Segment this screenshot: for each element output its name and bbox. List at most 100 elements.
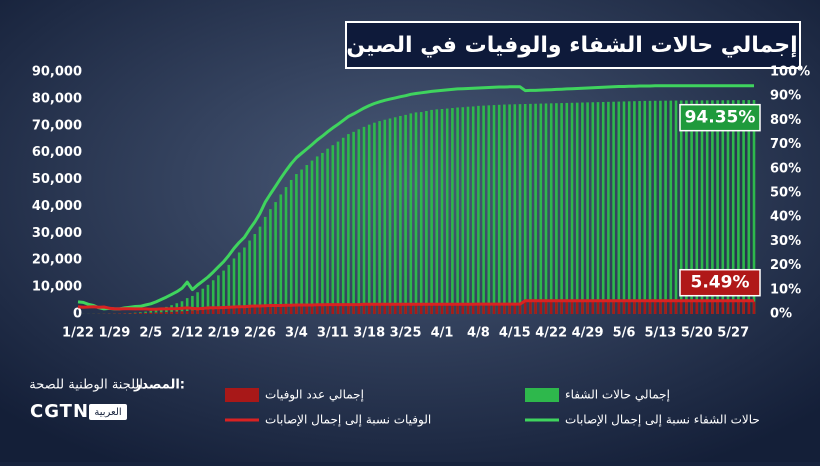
bar [638, 101, 641, 314]
bar [212, 309, 215, 314]
bar [425, 111, 428, 314]
logo: CGTN [30, 401, 89, 422]
bar [384, 305, 387, 314]
chart-title: إجمالي حالات الشفاء والوفيات في الصين [346, 33, 797, 58]
bar [592, 102, 595, 314]
bar [472, 106, 475, 314]
y2-tick-label: 60% [770, 161, 801, 176]
x-tick-label: 5/6 [613, 326, 636, 341]
y2-tick-label: 90% [770, 89, 801, 104]
bar [300, 170, 303, 314]
bar [618, 102, 621, 314]
x-tick-label: 3/25 [390, 326, 422, 341]
bar [462, 107, 465, 314]
y-tick-label: 70,000 [32, 118, 82, 133]
bar [514, 305, 517, 314]
bar [644, 101, 647, 314]
bar [633, 302, 636, 314]
y2-tick-label: 0% [770, 307, 792, 322]
bar [436, 305, 439, 314]
bar [311, 306, 314, 314]
bar [498, 105, 501, 314]
bar [706, 302, 709, 314]
bar [638, 302, 641, 314]
bar [612, 102, 615, 314]
bar [337, 305, 340, 314]
bar [196, 310, 199, 314]
bar [363, 305, 366, 314]
bar [144, 313, 147, 314]
bar [482, 106, 485, 314]
bar [155, 312, 158, 314]
bar [389, 119, 392, 314]
bar [337, 142, 340, 314]
bar [659, 101, 662, 314]
bar [540, 104, 543, 314]
bar [514, 104, 517, 314]
bar [560, 103, 563, 314]
legend-label: الوفيات نسبة إلى إجمال الإصابات [265, 413, 431, 428]
bar [259, 227, 262, 314]
bar [467, 305, 470, 314]
y2-tick-label: 50% [770, 186, 801, 201]
bar [618, 302, 621, 314]
bar [597, 102, 600, 314]
bar [129, 313, 132, 314]
bar [269, 209, 272, 314]
bar [290, 180, 293, 314]
bar [664, 302, 667, 314]
bar [342, 138, 345, 314]
bar [254, 307, 257, 314]
bar [602, 302, 605, 314]
bar [420, 112, 423, 314]
bar [176, 312, 179, 314]
bar [462, 305, 465, 314]
y2-tick-label: 20% [770, 258, 801, 273]
bar [654, 101, 657, 314]
bar [727, 302, 730, 314]
bar [430, 110, 433, 314]
bar [581, 302, 584, 314]
bar [586, 302, 589, 314]
bar [373, 305, 376, 314]
bar [737, 302, 740, 314]
bar [311, 161, 314, 314]
bar [493, 305, 496, 314]
bar [347, 134, 350, 314]
bar [222, 309, 225, 314]
bar [316, 156, 319, 314]
bar [524, 302, 527, 314]
bar [586, 102, 589, 314]
bar [264, 307, 267, 314]
bar [306, 165, 309, 314]
bar [217, 309, 220, 314]
bar [378, 305, 381, 314]
callout-label: 94.35% [685, 108, 756, 128]
x-tick-label: 3/4 [285, 326, 308, 341]
bar [425, 305, 428, 314]
y2-tick-label: 100% [770, 65, 810, 80]
bar [446, 305, 449, 314]
bar [399, 305, 402, 314]
bar [394, 117, 397, 314]
legend-label: إجمالي عدد الوفيات [265, 388, 364, 403]
bar [160, 312, 163, 314]
source: اللجنة الوطنية للصحة [29, 378, 143, 393]
bar [300, 306, 303, 314]
bar [280, 194, 283, 314]
bar [508, 104, 511, 314]
bar [477, 305, 480, 314]
x-tick-label: 5/13 [644, 326, 676, 341]
bar [612, 302, 615, 314]
bar [389, 305, 392, 314]
y-tick-label: 30,000 [32, 226, 82, 241]
y2-tick-label: 10% [770, 282, 801, 297]
bar [701, 302, 704, 314]
bar [248, 241, 251, 314]
bar [534, 302, 537, 314]
bar [306, 306, 309, 314]
bar [316, 306, 319, 314]
bar [165, 312, 168, 314]
bar [150, 313, 153, 314]
